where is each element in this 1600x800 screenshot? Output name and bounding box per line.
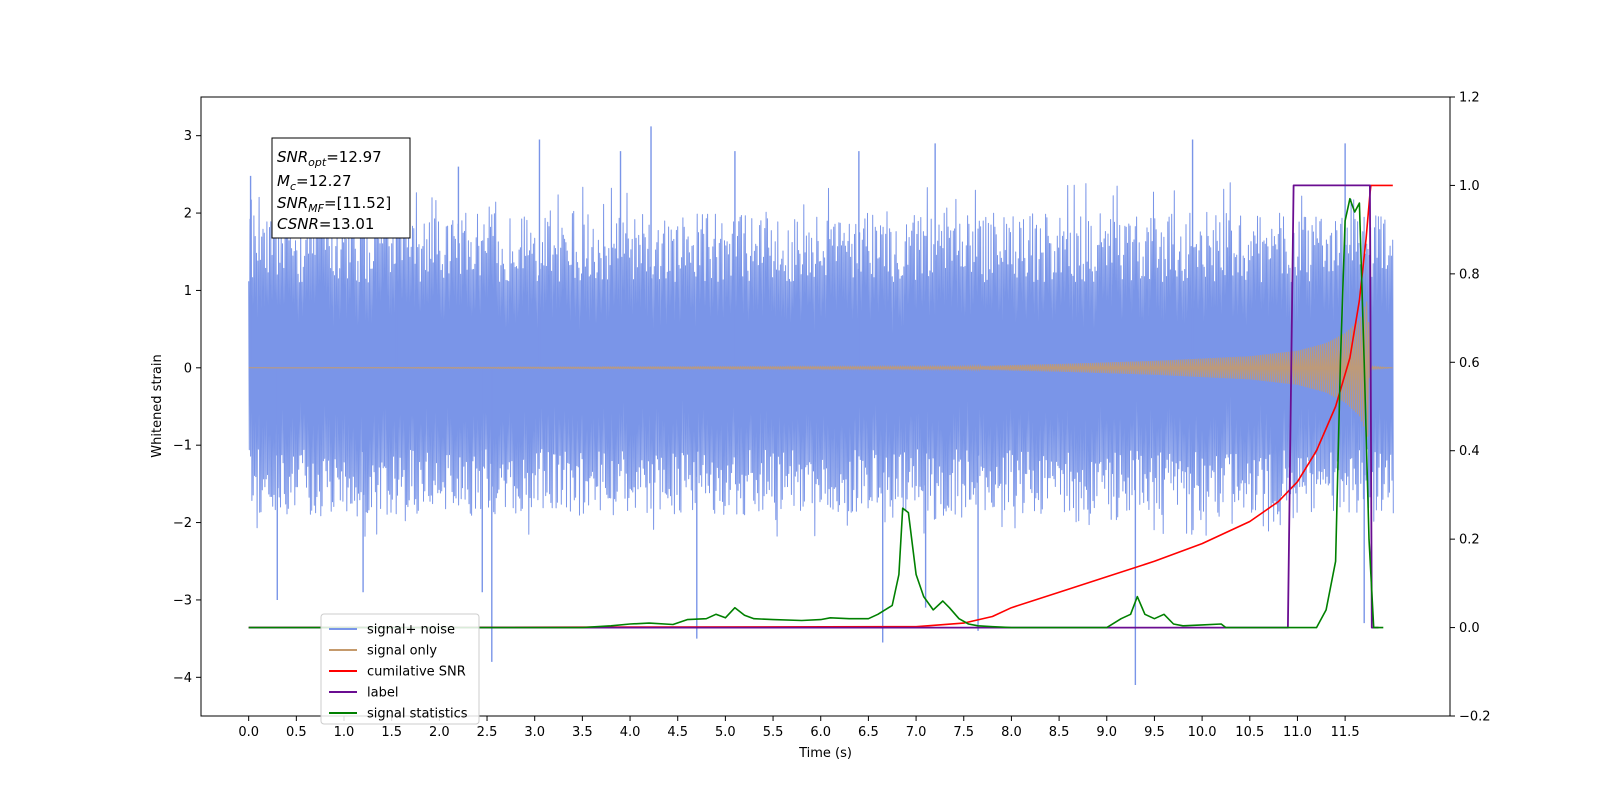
x-tick-label: 0.0 bbox=[238, 725, 259, 740]
annotation-box: SNRopt=12.97 Mc=12.27 SNRMF=[11.52] CSNR… bbox=[271, 137, 411, 239]
x-tick-label: 3.5 bbox=[572, 725, 593, 740]
legend-item: signal+ noise bbox=[329, 623, 455, 638]
y-tick-label: −1 bbox=[173, 439, 192, 454]
annotation-mc: Mc=12.27 bbox=[277, 172, 352, 193]
legend-item: signal statistics bbox=[329, 707, 468, 722]
x-tick-label: 1.5 bbox=[381, 725, 402, 740]
x-tick-label: 4.0 bbox=[620, 725, 641, 740]
x-tick-label: 3.0 bbox=[524, 725, 545, 740]
series-signal-statistics-line bbox=[248, 197, 1384, 629]
signal-noise-trace bbox=[248, 182, 1394, 537]
x-tick-label: 7.0 bbox=[906, 725, 927, 740]
x-tick-label: 5.5 bbox=[763, 725, 784, 740]
x-tick-label: 11.5 bbox=[1331, 725, 1360, 740]
legend-item: label bbox=[329, 686, 398, 701]
x-tick-label: 10.5 bbox=[1235, 725, 1264, 740]
y2-tick-label: 0.8 bbox=[1459, 267, 1480, 282]
x-tick-label: 7.5 bbox=[953, 725, 974, 740]
legend-items: signal+ noise signal only cumilative SNR la… bbox=[329, 623, 468, 722]
y2-tick-label: 1.2 bbox=[1459, 91, 1480, 106]
y2-tick-label: 0.6 bbox=[1459, 356, 1480, 371]
y-tick-label: 0 bbox=[184, 361, 192, 376]
x-tick-label: 2.0 bbox=[429, 725, 450, 740]
legend-frame bbox=[320, 613, 480, 725]
x-tick-label: 2.5 bbox=[477, 725, 498, 740]
x-tick-label: 11.0 bbox=[1283, 725, 1312, 740]
x-axis-label: Time (s) bbox=[798, 746, 852, 761]
series-signal-noise bbox=[248, 126, 1394, 686]
y-tick-label: −2 bbox=[173, 516, 192, 531]
series-cumulative-snr bbox=[248, 184, 1393, 629]
y-axis-label: Whitened strain bbox=[150, 354, 165, 457]
annotation-csnr: CSNR=13.01 bbox=[277, 215, 374, 233]
x-tick-label: 0.5 bbox=[286, 725, 307, 740]
x-tick-label: 4.5 bbox=[667, 725, 688, 740]
series-cumulative-snr-line bbox=[248, 184, 1393, 629]
plot-frame bbox=[200, 96, 1451, 717]
legend-label: cumilative SNR bbox=[367, 665, 466, 680]
x-tick-label: 6.0 bbox=[810, 725, 831, 740]
axes: 0.0 0.5 1.0 1.5 2.0 2.5 3.0 3.5 4.0 4.5 5.0 5.5 6.0 6… bbox=[173, 91, 1491, 741]
y2-tick-label: −0.2 bbox=[1459, 710, 1491, 725]
x-tick-label: 5.0 bbox=[715, 725, 736, 740]
x-tick-label: 10.0 bbox=[1188, 725, 1217, 740]
legend-label: signal+ noise bbox=[367, 623, 455, 638]
legend-label: signal statistics bbox=[367, 707, 468, 722]
series-signal-only bbox=[248, 301, 1393, 437]
plot-area bbox=[248, 126, 1394, 686]
y2-tick-label: 0.2 bbox=[1459, 533, 1480, 548]
y2-tick-label: 0.4 bbox=[1459, 444, 1480, 459]
legend-label: signal only bbox=[367, 644, 437, 659]
y2-tick-label: 1.0 bbox=[1459, 179, 1480, 194]
y-tick-label: 2 bbox=[184, 207, 192, 222]
y-tick-label: −3 bbox=[173, 593, 192, 608]
signal-only-trace bbox=[248, 301, 1393, 437]
y2-tick-label: 0.0 bbox=[1459, 621, 1480, 636]
annotation-snr-mf: SNRMF=[11.52] bbox=[277, 194, 391, 215]
x-tick-label: 9.5 bbox=[1144, 725, 1165, 740]
annotation-frame bbox=[271, 137, 411, 239]
x-tick-label: 8.5 bbox=[1049, 725, 1070, 740]
annotation-snr-opt: SNRopt=12.97 bbox=[277, 148, 382, 169]
x-tick-label: 8.0 bbox=[1001, 725, 1022, 740]
x-tick-label: 1.0 bbox=[334, 725, 355, 740]
y-tick-label: −4 bbox=[173, 671, 192, 686]
x-tick-label: 6.5 bbox=[858, 725, 879, 740]
legend-item: cumilative SNR bbox=[329, 665, 466, 680]
legend-label: label bbox=[367, 686, 398, 701]
legend-item: signal only bbox=[329, 644, 437, 659]
series-signal-statistics bbox=[248, 197, 1384, 629]
legend: signal+ noise signal only cumilative SNR la… bbox=[320, 613, 480, 725]
y-tick-label: 3 bbox=[184, 129, 192, 144]
x-tick-label: 9.0 bbox=[1096, 725, 1117, 740]
y-tick-label: 1 bbox=[184, 284, 192, 299]
